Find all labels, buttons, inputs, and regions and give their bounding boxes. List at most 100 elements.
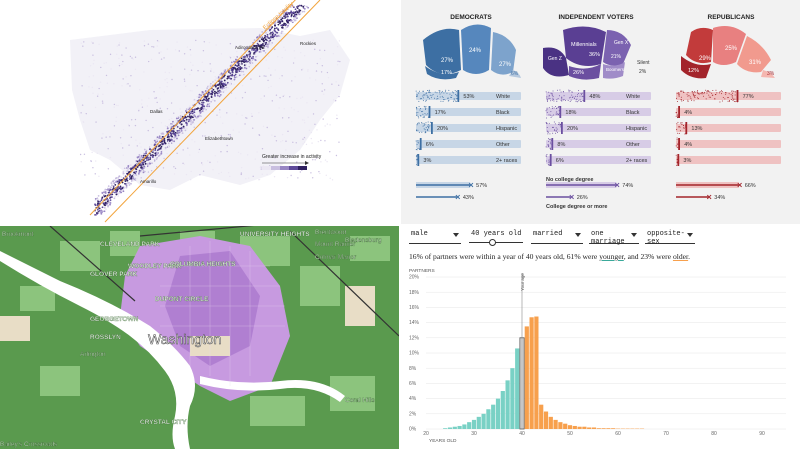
activity-dot xyxy=(249,55,252,58)
activity-dot xyxy=(252,47,255,50)
activity-dot xyxy=(179,115,182,117)
histogram-bar xyxy=(476,416,481,429)
activity-dot xyxy=(109,136,111,138)
activity-dot xyxy=(156,45,158,47)
activity-dot xyxy=(260,98,262,100)
activity-dot xyxy=(164,79,166,81)
person-dot xyxy=(455,94,457,96)
activity-dot xyxy=(316,129,318,131)
activity-dot xyxy=(165,146,167,149)
activity-dot xyxy=(285,12,288,14)
activity-dot xyxy=(261,46,264,49)
person-dot xyxy=(675,154,677,156)
activity-dot xyxy=(337,60,339,63)
activity-dot xyxy=(231,74,234,77)
activity-dot xyxy=(335,81,337,83)
person-dot xyxy=(550,100,552,102)
activity-dot xyxy=(187,109,190,112)
activity-dot xyxy=(160,149,163,152)
activity-dot xyxy=(95,121,97,123)
person-dot xyxy=(416,154,418,156)
activity-dot xyxy=(150,143,153,146)
marriage-select[interactable]: one marriage xyxy=(589,230,639,246)
person-dot xyxy=(548,161,550,163)
histogram-bar xyxy=(611,428,616,429)
person-dot xyxy=(416,155,418,157)
activity-dot xyxy=(195,116,198,119)
activity-dot xyxy=(209,63,211,65)
y-tick-label: 14% xyxy=(409,320,420,326)
activity-dot xyxy=(241,114,243,117)
activity-dot xyxy=(203,98,205,101)
activity-dot xyxy=(300,4,303,7)
activity-dot xyxy=(314,123,316,126)
person-dot xyxy=(733,91,735,93)
person-dot xyxy=(568,91,570,93)
x-axis-label: YEARS OLD xyxy=(429,438,457,444)
activity-dot xyxy=(128,184,131,186)
person-dot xyxy=(568,89,570,91)
person-dot xyxy=(440,100,442,102)
race-row-bar xyxy=(676,108,781,116)
age-slider[interactable]: 40 years old xyxy=(469,230,523,246)
activity-dot xyxy=(122,60,124,63)
histogram-bar xyxy=(543,411,549,429)
activity-dot xyxy=(127,83,129,85)
activity-dot xyxy=(141,99,143,101)
activity-dot xyxy=(315,157,318,159)
activity-dot xyxy=(265,59,267,61)
activity-dot xyxy=(134,118,137,121)
status-select[interactable]: married xyxy=(531,230,583,244)
activity-dot xyxy=(250,113,253,115)
person-dot xyxy=(711,92,713,94)
person-dot xyxy=(417,140,419,142)
activity-dot xyxy=(161,140,163,143)
activity-dot xyxy=(193,108,196,111)
person-dot xyxy=(424,108,426,110)
activity-dot xyxy=(246,45,249,48)
activity-dot xyxy=(226,144,228,147)
activity-dot xyxy=(208,84,211,87)
orientation-select[interactable]: opposite-sex xyxy=(645,230,695,246)
person-dot xyxy=(548,91,550,93)
activity-dot xyxy=(280,30,283,33)
person-dot xyxy=(571,91,573,93)
person-dot xyxy=(578,100,580,102)
activity-dot xyxy=(267,86,270,89)
activity-dot xyxy=(224,83,227,86)
petal-label: 24% xyxy=(469,48,482,54)
person-dot xyxy=(575,101,577,103)
place-label: Coral Hills xyxy=(345,397,375,404)
activity-dot xyxy=(130,136,132,138)
activity-dot xyxy=(139,169,142,172)
activity-dot xyxy=(138,164,140,167)
activity-dot xyxy=(168,136,170,138)
activity-dot xyxy=(336,117,338,120)
activity-dot xyxy=(332,99,335,101)
activity-dot xyxy=(320,161,322,163)
activity-dot xyxy=(130,175,133,177)
person-dot xyxy=(719,91,721,93)
activity-dot xyxy=(142,167,145,170)
activity-dot xyxy=(179,127,181,130)
activity-dot xyxy=(262,38,265,40)
activity-dot xyxy=(264,52,267,54)
activity-dot xyxy=(82,45,84,47)
activity-dot xyxy=(299,11,302,14)
activity-dot xyxy=(281,117,284,119)
person-dot xyxy=(422,110,424,112)
activity-dot xyxy=(243,56,246,59)
histogram-bar xyxy=(587,427,592,429)
activity-dot xyxy=(92,75,95,77)
activity-dot xyxy=(188,105,191,108)
person-dot xyxy=(708,91,710,93)
slider-handle[interactable] xyxy=(489,239,496,246)
activity-dot xyxy=(166,126,169,128)
activity-dot xyxy=(181,132,184,134)
activity-dot xyxy=(137,169,139,172)
activity-dot xyxy=(220,83,223,85)
sex-select[interactable]: male xyxy=(409,230,461,244)
person-dot xyxy=(551,94,553,96)
activity-dot xyxy=(248,60,251,63)
activity-dot xyxy=(163,139,166,142)
